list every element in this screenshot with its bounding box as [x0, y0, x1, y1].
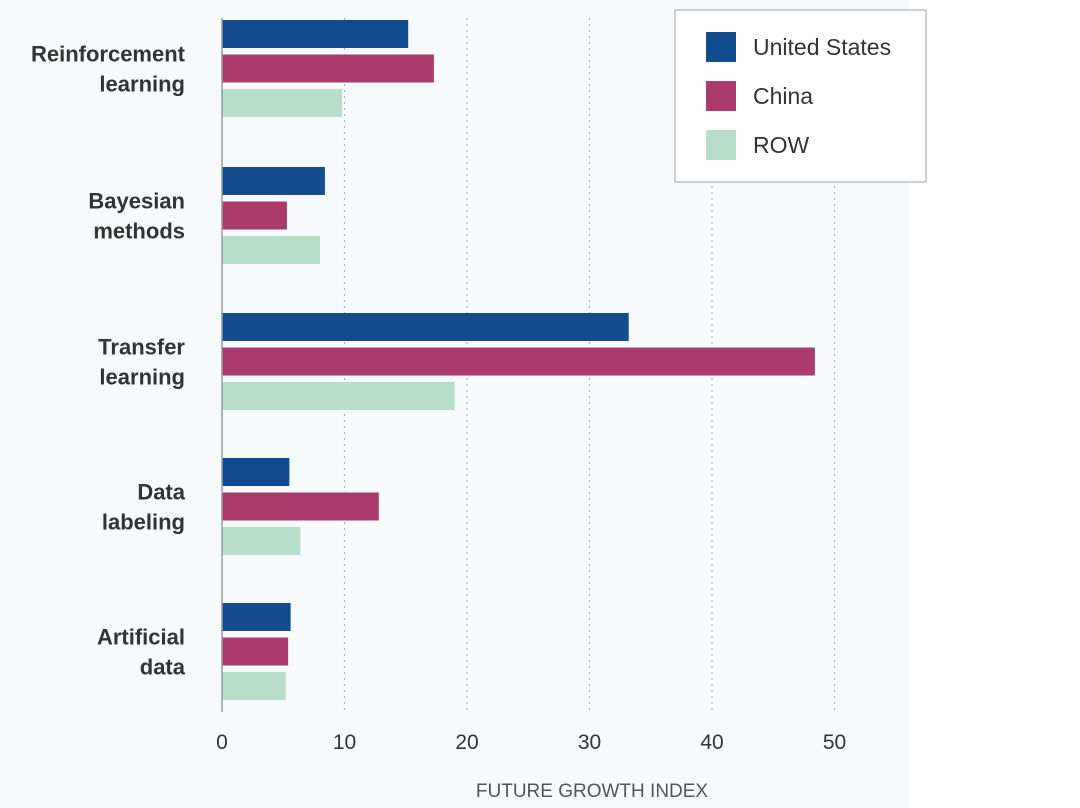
category-label-bayesian-methods: methods [93, 219, 185, 244]
x-axis-title: FUTURE GROWTH INDEX [476, 781, 709, 802]
bar-row-artificial-data [222, 672, 286, 700]
x-tick-label: 30 [578, 731, 601, 754]
category-label-data-labeling: labeling [102, 510, 185, 535]
x-tick-labels: 0 10 20 30 40 50 [216, 731, 846, 754]
category-label-reinforcement-learning: Reinforcement [31, 42, 186, 67]
legend: United States China ROW [674, 9, 927, 183]
category-label-transfer-learning: Transfer [98, 335, 185, 360]
legend-swatch-united-states [706, 32, 736, 62]
bar-china-bayesian-methods [222, 201, 287, 230]
category-label-data-labeling: Data [137, 480, 185, 505]
legend-swatch-china [706, 81, 736, 111]
x-tick-label: 0 [216, 731, 228, 754]
bar-row-data-labeling [222, 527, 301, 555]
bar-united-states-reinforcement-learning [222, 20, 409, 48]
category-label-reinforcement-learning: learning [99, 72, 185, 97]
bar-united-states-transfer-learning [222, 313, 629, 341]
bar-united-states-artificial-data [222, 603, 291, 631]
bar-row-reinforcement-learning [222, 89, 343, 117]
bar-china-reinforcement-learning [222, 54, 434, 83]
bar-united-states-bayesian-methods [222, 167, 325, 195]
category-labels: Reinforcement learning Bayesian methods Tran… [31, 42, 186, 680]
x-tick-label: 20 [455, 731, 478, 754]
x-tick-label: 40 [700, 731, 723, 754]
x-tick-label: 10 [333, 731, 356, 754]
category-label-artificial-data: data [140, 655, 186, 680]
bar-china-data-labeling [222, 492, 379, 521]
category-label-artificial-data: Artificial [97, 625, 185, 650]
x-tick-label: 50 [823, 731, 846, 754]
legend-label-row: ROW [753, 132, 810, 158]
legend-label-china: China [753, 83, 813, 109]
category-label-bayesian-methods: Bayesian [88, 189, 185, 214]
bars [222, 20, 815, 700]
bar-china-transfer-learning [222, 347, 815, 376]
legend-label-united-states: United States [753, 34, 891, 60]
category-label-transfer-learning: learning [99, 365, 185, 390]
legend-swatch-row [706, 130, 736, 160]
bar-row-bayesian-methods [222, 236, 320, 264]
bar-row-transfer-learning [222, 382, 455, 410]
bar-united-states-data-labeling [222, 458, 290, 486]
bar-china-artificial-data [222, 637, 289, 666]
